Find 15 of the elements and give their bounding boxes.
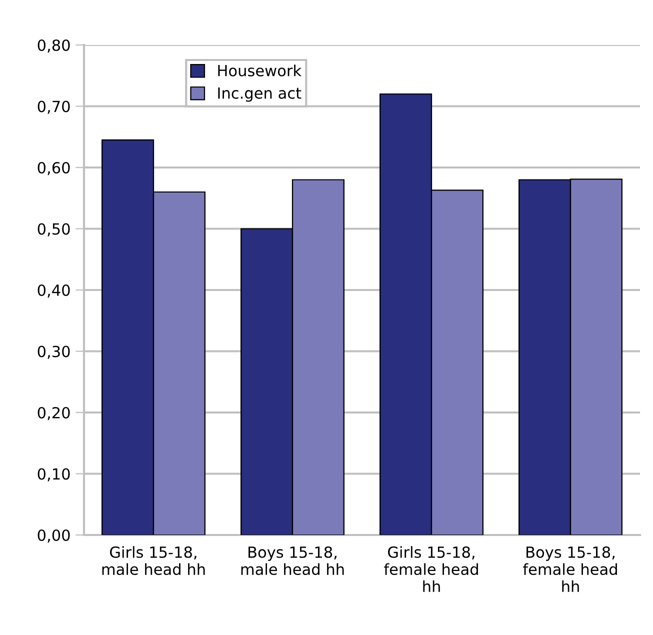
y-tick-label: 0,20 [38, 406, 70, 420]
x-tick-label: Girls 15-18, male head hh [102, 546, 205, 576]
y-tick-label: 0,50 [38, 223, 70, 236]
y-tick-label: 0,30 [38, 346, 70, 359]
legend-label: Housework [218, 64, 302, 76]
y-tick-label: 0,40 [38, 284, 70, 298]
x-tick-label: Boys 15-18, female head hh [523, 546, 617, 592]
x-tick-label: Girls 15-18, female head hh [384, 546, 478, 592]
legend-label: Inc.gen act [218, 87, 302, 102]
y-tick-label: 0,60 [38, 162, 70, 176]
y-tick-label: 0,80 [38, 39, 70, 53]
y-tick-label: 0,00 [38, 529, 70, 543]
y-tick-label: 0,10 [38, 468, 70, 482]
x-tick-label: Boys 15-18, male head hh [241, 546, 344, 576]
y-tick-label: 0,70 [38, 100, 70, 114]
